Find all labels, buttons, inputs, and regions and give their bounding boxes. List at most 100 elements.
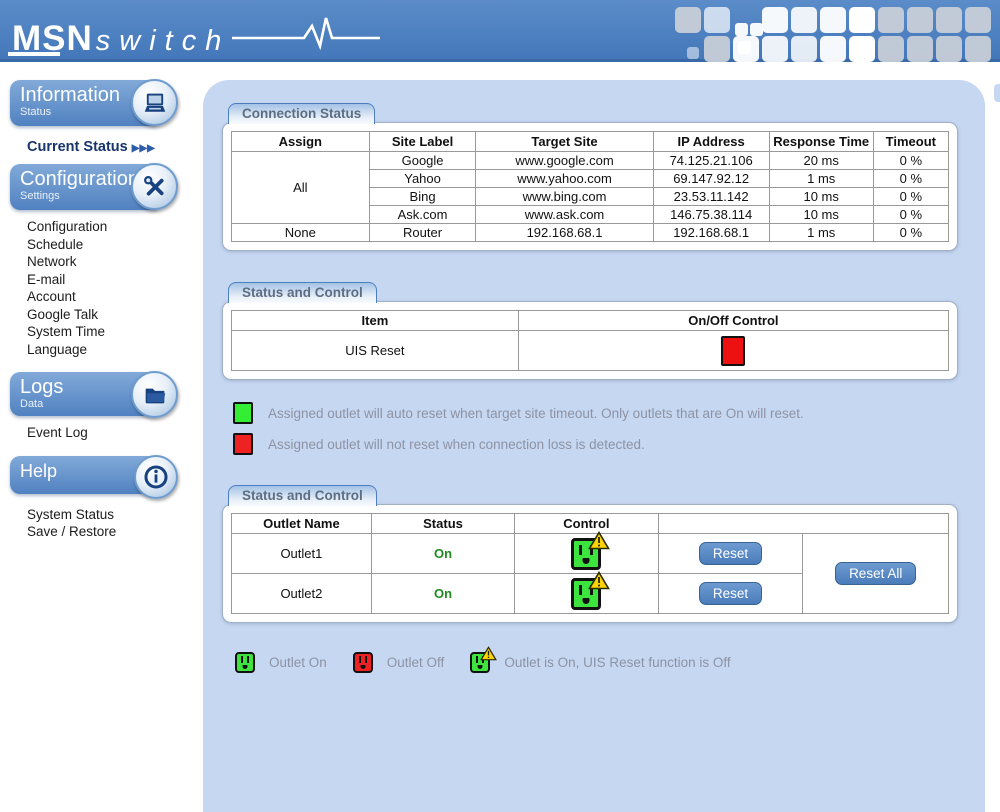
tab-status-and-control-outlets[interactable]: Status and Control xyxy=(228,485,377,506)
target-site-cell: www.google.com xyxy=(475,151,654,170)
col-response-time: Response Time xyxy=(768,131,874,152)
sidebar-item-email[interactable]: E-mail xyxy=(27,271,66,287)
folder-icon xyxy=(145,388,165,403)
app-logo: MSN switch xyxy=(12,10,382,59)
heartbeat-icon xyxy=(232,17,381,50)
legend-row-no-reset: Assigned outlet will not reset when conn… xyxy=(233,433,804,455)
table-row: Outlet1 On Reset xyxy=(231,530,949,614)
logs-title: Logs xyxy=(20,376,64,398)
triple-arrow-icon: ▶▶▶ xyxy=(131,143,155,154)
legend-outlet-off: Outlet Off xyxy=(352,652,445,673)
outlet-on-warning-icon[interactable] xyxy=(571,570,611,610)
configuration-title: Configuration xyxy=(20,168,139,190)
tools-icon xyxy=(143,175,164,196)
response-cell: 10 ms xyxy=(768,205,874,224)
col-control: Control xyxy=(514,513,659,534)
logo-underline xyxy=(8,52,60,56)
logo-msn-text: MSN xyxy=(12,19,93,58)
sidebar-item-system-time[interactable]: System Time xyxy=(27,324,106,339)
response-cell: 1 ms xyxy=(768,169,874,188)
response-cell: 1 ms xyxy=(768,223,874,242)
legend-outlet-on-uis-off: Outlet is On, UIS Reset function is Off xyxy=(470,646,731,673)
banner-mosaic xyxy=(675,7,995,63)
reset-all-button[interactable]: Reset All xyxy=(835,562,917,585)
col-outlet-name: Outlet Name xyxy=(231,513,372,534)
outlet-control-cell xyxy=(514,530,659,574)
sidebar-item-save-restore[interactable]: Save / Restore xyxy=(27,524,117,539)
timeout-cell: 0 % xyxy=(872,205,950,224)
uis-header-row: Item On/Off Control xyxy=(231,310,950,331)
response-cell: 20 ms xyxy=(768,151,874,170)
table-row: Yahoo www.yahoo.com 69.147.92.12 1 ms 0 … xyxy=(232,169,950,188)
ip-cell: 146.75.38.114 xyxy=(652,205,770,224)
sidebar-item-account[interactable]: Account xyxy=(27,289,76,304)
help-title: Help xyxy=(20,460,58,481)
sidebar-item-system-status[interactable]: System Status xyxy=(27,506,115,522)
assign-none-cell: None xyxy=(231,223,370,242)
green-square-icon xyxy=(233,402,253,424)
col-timeout: Timeout xyxy=(872,131,950,152)
red-square-icon xyxy=(233,433,253,455)
tab-status-and-control-uis[interactable]: Status and Control xyxy=(228,282,377,303)
warning-triangle-icon xyxy=(588,530,611,549)
sidebar: Information Status Current Status ▶▶▶ Co… xyxy=(0,65,203,812)
response-cell: 10 ms xyxy=(768,187,874,206)
tab-connection-status[interactable]: Connection Status xyxy=(228,103,376,124)
sidebar-item-network[interactable]: Network xyxy=(27,254,77,269)
table-row: All Google www.google.com 74.125.21.106 … xyxy=(231,151,950,224)
target-site-cell: www.yahoo.com xyxy=(475,169,654,188)
sidebar-item-schedule[interactable]: Schedule xyxy=(27,236,84,252)
uis-control-cell xyxy=(517,330,950,371)
warning-triangle-icon xyxy=(588,570,611,589)
outlet-status-cell: On xyxy=(370,573,516,614)
info-icon xyxy=(144,464,168,489)
site-label-cell: Google xyxy=(368,151,477,170)
table-row: None Router 192.168.68.1 192.168.68.1 1 … xyxy=(231,223,950,242)
ip-cell: 69.147.92.12 xyxy=(652,169,770,188)
col-item: Item xyxy=(231,310,519,331)
col-onoff-control: On/Off Control xyxy=(517,310,950,331)
sidebar-item-event-log[interactable]: Event Log xyxy=(27,425,88,440)
site-label-cell: Router xyxy=(368,223,477,242)
outlet-on-warning-icon xyxy=(470,646,498,673)
main-content-panel: Connection Status Assign Site Label Targ… xyxy=(203,80,985,812)
outlet-reset-cell: Reset xyxy=(657,533,804,574)
information-icon-circle xyxy=(131,79,178,126)
col-actions xyxy=(657,513,950,534)
outlet-on-icon xyxy=(235,652,255,673)
information-subtitle: Status xyxy=(20,106,52,118)
target-site-cell: 192.168.68.1 xyxy=(475,223,654,242)
outlet-on-warning-icon[interactable] xyxy=(571,530,611,570)
sidebar-section-help: Help xyxy=(10,454,178,499)
sidebar-item-configuration[interactable]: Configuration xyxy=(27,219,108,234)
sidebar-item-language[interactable]: Language xyxy=(27,341,88,357)
logs-links: Event Log xyxy=(27,424,203,442)
information-title: Information xyxy=(20,84,121,106)
timeout-cell: 0 % xyxy=(872,187,950,206)
uis-control-box: Item On/Off Control UIS Reset xyxy=(222,301,958,380)
outlet-status-cell: On xyxy=(370,533,516,574)
reset-button-outlet2[interactable]: Reset xyxy=(698,582,763,605)
uis-reset-toggle-button[interactable] xyxy=(721,335,746,366)
right-edge-sliver xyxy=(994,84,1000,102)
col-target-site: Target Site xyxy=(475,131,654,152)
sidebar-item-google-talk[interactable]: Google Talk xyxy=(27,306,99,322)
legend-text: Outlet Off xyxy=(386,655,445,670)
reset-legend: Assigned outlet will auto reset when tar… xyxy=(233,402,804,464)
connection-status-table: Assign Site Label Target Site IP Address… xyxy=(231,131,950,242)
reset-button-outlet1[interactable]: Reset xyxy=(698,542,763,565)
help-links: System Status Save / Restore xyxy=(27,506,203,541)
sidebar-section-configuration: Configuration Settings xyxy=(10,163,178,210)
top-banner: MSN switch xyxy=(0,0,1000,62)
logs-subtitle: Data xyxy=(20,398,44,410)
table-row: Outlet2 On Reset xyxy=(231,570,949,614)
table-row: Bing www.bing.com 23.53.11.142 10 ms 0 % xyxy=(232,187,950,206)
site-label-cell: Yahoo xyxy=(368,169,477,188)
ip-cell: 23.53.11.142 xyxy=(652,187,770,206)
configuration-subtitle: Settings xyxy=(20,190,60,202)
timeout-cell: 0 % xyxy=(872,151,950,170)
outlet-control-cell xyxy=(514,570,659,614)
site-label-cell: Ask.com xyxy=(368,205,477,224)
sidebar-item-current-status[interactable]: Current Status ▶▶▶ xyxy=(27,139,203,155)
sidebar-section-logs: Logs Data xyxy=(10,371,178,418)
